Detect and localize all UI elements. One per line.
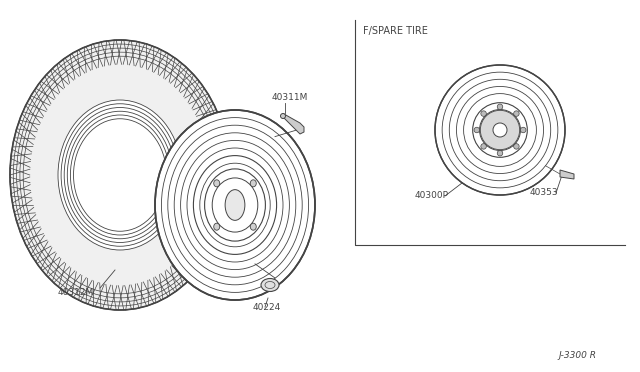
Polygon shape xyxy=(284,114,304,134)
Text: 40312M: 40312M xyxy=(58,288,94,297)
Text: J-3300 R: J-3300 R xyxy=(558,351,596,360)
Ellipse shape xyxy=(76,121,164,229)
Text: 40300P: 40300P xyxy=(195,168,229,177)
Ellipse shape xyxy=(58,100,182,250)
Ellipse shape xyxy=(497,104,503,109)
Ellipse shape xyxy=(214,223,220,230)
Ellipse shape xyxy=(155,110,315,300)
Ellipse shape xyxy=(481,110,520,150)
Ellipse shape xyxy=(250,223,256,230)
Ellipse shape xyxy=(280,113,285,119)
Ellipse shape xyxy=(474,127,479,133)
Ellipse shape xyxy=(520,127,526,133)
Text: F/SPARE TIRE: F/SPARE TIRE xyxy=(363,26,428,36)
Ellipse shape xyxy=(261,279,279,292)
Polygon shape xyxy=(560,170,574,179)
Text: 40300P: 40300P xyxy=(415,191,449,200)
Ellipse shape xyxy=(225,190,245,220)
Ellipse shape xyxy=(493,123,507,137)
Text: 40224: 40224 xyxy=(253,303,281,312)
Ellipse shape xyxy=(10,40,230,310)
Text: 40353: 40353 xyxy=(530,188,559,197)
Ellipse shape xyxy=(514,144,519,149)
Ellipse shape xyxy=(214,180,220,187)
Ellipse shape xyxy=(481,111,486,116)
Ellipse shape xyxy=(514,111,519,116)
Text: 40311M: 40311M xyxy=(272,93,308,102)
Ellipse shape xyxy=(481,144,486,149)
Ellipse shape xyxy=(497,150,503,156)
Ellipse shape xyxy=(435,65,565,195)
Ellipse shape xyxy=(250,180,256,187)
